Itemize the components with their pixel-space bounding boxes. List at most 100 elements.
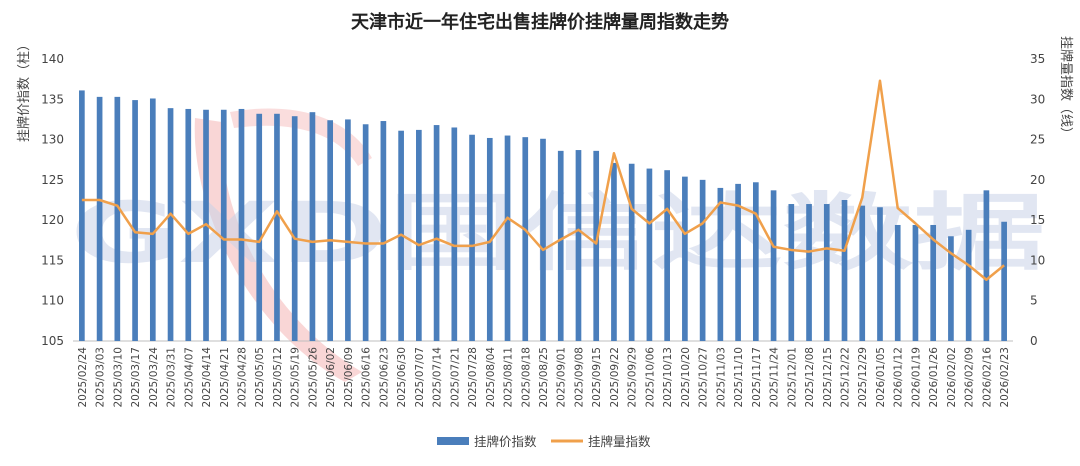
bar [114, 96, 121, 342]
bar [540, 138, 546, 341]
line-point [187, 233, 189, 235]
line-point [524, 229, 526, 231]
x-tick-label: 2025/11/03 [715, 347, 727, 408]
line-point [737, 204, 739, 206]
x-tick-label: 2025/09/01 [556, 347, 568, 408]
left-tick-label: 130 [41, 133, 64, 147]
bar [877, 207, 883, 341]
x-tick-label: 2026/01/26 [928, 347, 940, 408]
legend-label-bar: 挂牌价指数 [474, 434, 537, 449]
bar [912, 224, 919, 341]
x-tick-label: 2025/10/20 [680, 347, 692, 408]
x-tick-label: 2025/05/19 [290, 347, 302, 408]
x-tick-label: 2025/05/26 [307, 347, 319, 408]
left-tick-label: 120 [41, 213, 64, 227]
line-point [985, 279, 987, 281]
line-point [400, 233, 402, 235]
x-tick-label: 2025/04/28 [236, 347, 248, 408]
line-point [435, 237, 437, 239]
bar [948, 236, 954, 341]
bar [185, 108, 192, 341]
line-point [613, 152, 615, 154]
legend-swatch-bar [437, 437, 469, 445]
bar [380, 121, 387, 341]
bar [770, 190, 777, 341]
bar [149, 98, 156, 341]
bar [682, 176, 688, 341]
bar [788, 204, 795, 341]
left-tick-label: 125 [41, 173, 64, 187]
bar [220, 109, 227, 341]
line-point [169, 212, 171, 214]
bar [238, 108, 245, 341]
line-point [861, 196, 863, 198]
line-point [666, 208, 668, 210]
bar [291, 116, 298, 341]
line-series [81, 79, 1005, 282]
x-tick-label: 2025/08/25 [538, 347, 550, 408]
line-point [648, 222, 650, 224]
x-tick-label: 2025/03/10 [112, 347, 124, 408]
bar [841, 200, 848, 341]
bar [593, 150, 600, 341]
left-tick-label: 110 [41, 294, 64, 308]
x-tick-label: 2025/05/12 [272, 347, 284, 408]
bar [646, 168, 653, 341]
line-point [577, 229, 579, 231]
x-tick-label: 2025/08/11 [503, 347, 515, 408]
bar [894, 224, 901, 341]
x-tick-label: 2025/11/17 [751, 347, 763, 408]
x-tick-label: 2025/09/29 [627, 347, 639, 408]
bar [717, 187, 724, 341]
bar [611, 162, 617, 341]
bar [416, 129, 422, 341]
x-tick-label: 2025/06/30 [396, 347, 408, 408]
right-tick-label: 5 [1030, 294, 1038, 308]
bar [486, 137, 493, 341]
line-point [418, 244, 420, 246]
x-tick-label: 2026/01/12 [893, 347, 905, 408]
bar [522, 137, 529, 341]
bar [575, 150, 582, 341]
bar [274, 113, 280, 341]
line-point [719, 201, 721, 203]
line-point [542, 249, 544, 251]
x-tick-label: 2025/06/16 [361, 347, 373, 408]
bar [699, 179, 706, 341]
x-tick-label: 2025/07/07 [414, 347, 426, 408]
line-point [932, 238, 934, 240]
line-point [276, 210, 278, 212]
left-tick-label: 105 [41, 334, 64, 348]
line-point [489, 241, 491, 243]
line-point [506, 217, 508, 219]
watermark-swoosh [194, 118, 362, 382]
line-point [364, 242, 366, 244]
bar [256, 113, 263, 341]
bar [79, 90, 85, 342]
legend-label-line: 挂牌量指数 [588, 434, 651, 449]
line-point [790, 249, 792, 251]
line-point [897, 207, 899, 209]
line-point [755, 212, 757, 214]
bar [469, 134, 475, 341]
x-tick-label: 2025/10/06 [644, 347, 656, 408]
x-tick-label: 2025/04/07 [183, 347, 195, 408]
line-point [826, 247, 828, 249]
x-tick-label: 2025/03/31 [166, 347, 178, 408]
x-tick-label: 2026/01/05 [875, 347, 887, 408]
left-tick-label: 115 [41, 253, 64, 267]
watermark-swoosh-top [230, 108, 372, 166]
x-tick-label: 2025/12/22 [840, 347, 852, 408]
x-tick-label: 2025/11/24 [769, 347, 781, 408]
left-tick-label: 135 [41, 92, 64, 106]
x-tick-label: 2026/02/02 [946, 347, 958, 408]
right-tick-label: 0 [1030, 334, 1038, 348]
line-point [879, 80, 881, 82]
bar [557, 150, 564, 341]
line-point [453, 245, 455, 247]
x-tick-label: 2025/09/22 [609, 347, 621, 408]
line-point [116, 204, 118, 206]
line-point [471, 245, 473, 247]
bar [362, 124, 369, 342]
